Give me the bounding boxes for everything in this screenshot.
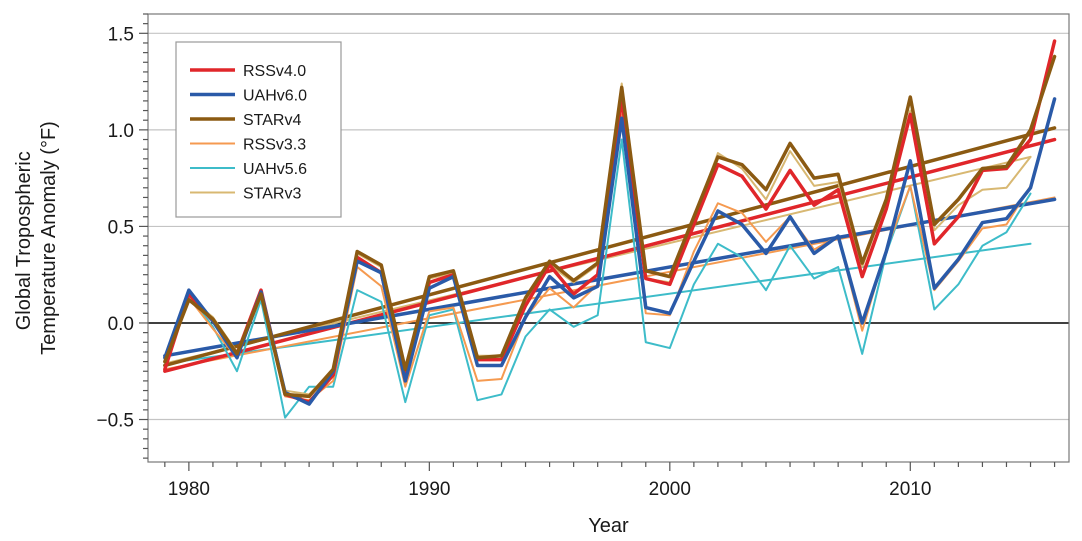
legend-label: RSSv3.3 (243, 137, 306, 154)
y-tick-label: 0.0 (108, 314, 134, 335)
legend: RSSv4.0 UAHv6.0 STARv4 RSSv3.3 UAHv5.6 STARv3 (175, 41, 342, 218)
y-axis-label-line-2: Temperature Anomaly (°F) (38, 121, 60, 355)
series-line-starv4 (163, 54, 1057, 399)
x-tick-label: 1990 (408, 479, 450, 500)
x-axis-label: Year (588, 515, 629, 537)
trend-line-uahv6-0 (163, 197, 1057, 358)
legend-label: STARv4 (243, 112, 301, 129)
y-tick-label: 1.0 (108, 121, 134, 142)
series-line-uahv6-0 (163, 97, 1057, 406)
y-tick-label: 1.5 (108, 24, 134, 45)
axis-ticks (139, 13, 1056, 471)
x-tick-label: 2000 (649, 479, 691, 500)
legend-label: UAHv5.6 (243, 161, 307, 178)
legend-label: RSSv4.0 (243, 63, 306, 80)
y-axis-label-line-1: Global Tropospheric (13, 151, 35, 330)
series-lines (163, 39, 1057, 419)
x-tick-label: 1980 (168, 479, 210, 500)
plot-frame (147, 13, 1070, 463)
tick-labels: 1980 1990 2000 2010 −0.5 0.0 0.5 1.0 1.5 (96, 24, 931, 500)
x-tick-label: 2010 (889, 479, 931, 500)
trend-line-uahv5-6 (163, 242, 1032, 365)
y-tick-label: −0.5 (96, 411, 134, 432)
y-axis-label: Global Tropospheric Temperature Anomaly … (13, 121, 60, 355)
legend-label: UAHv6.0 (243, 88, 307, 105)
y-tick-label: 0.5 (108, 217, 134, 238)
legend-label: STARv3 (243, 186, 301, 203)
trend-line-starv4 (163, 126, 1057, 368)
